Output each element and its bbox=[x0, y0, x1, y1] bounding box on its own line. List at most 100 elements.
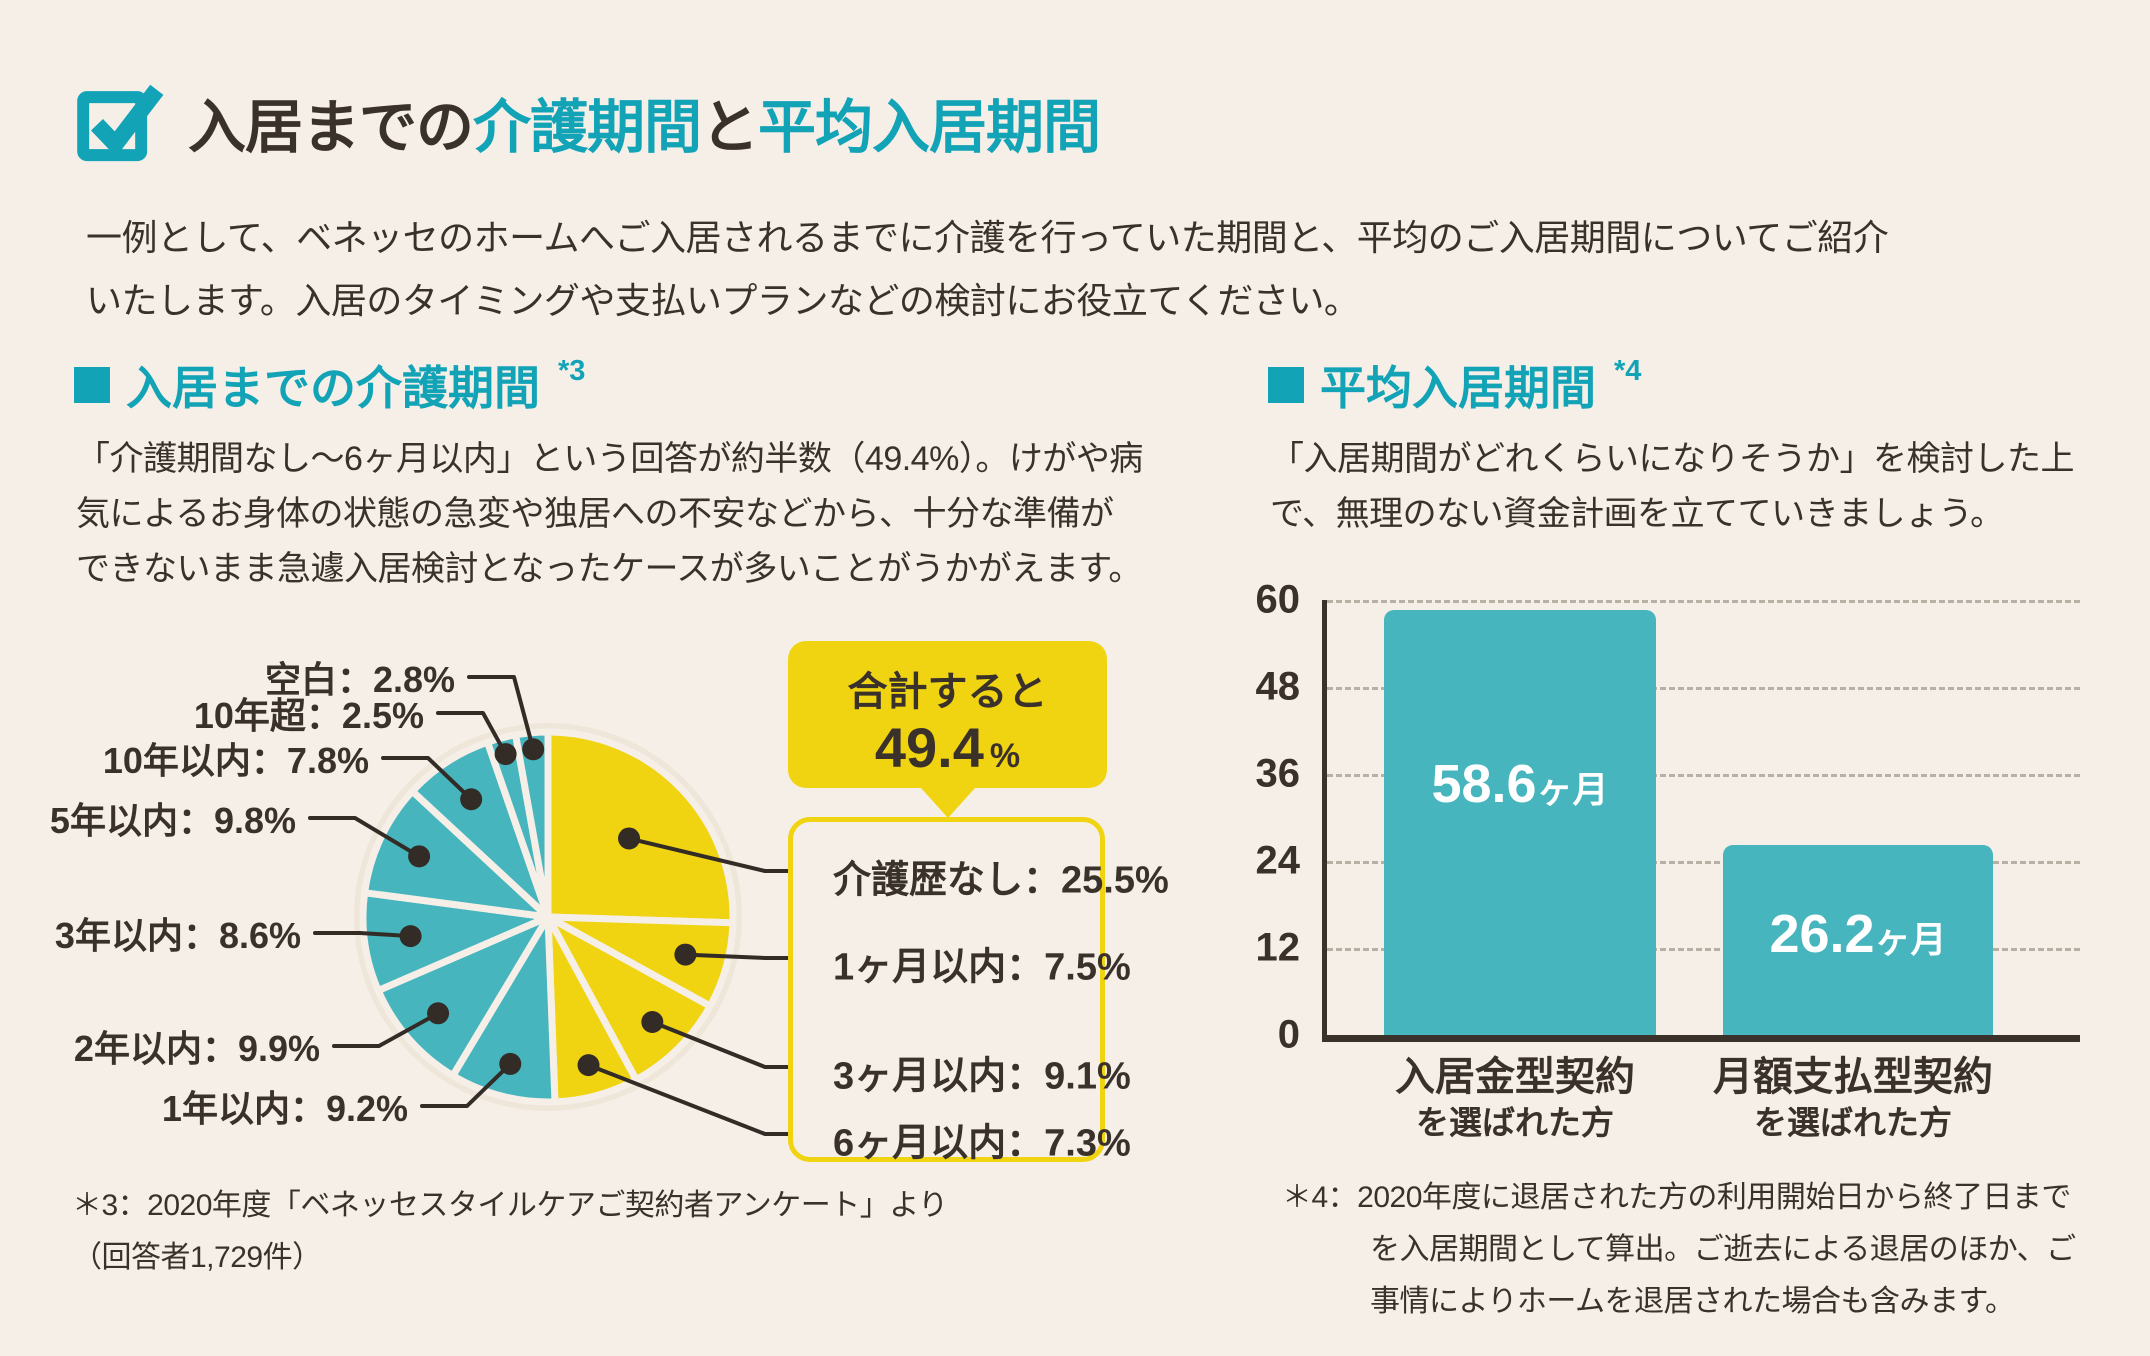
pie-slice-label: 6ヶ月以内：7.3% bbox=[833, 1122, 1131, 1165]
care-section-footnote: ＊3：2020年度「ベネッセスタイルケアご契約者アンケート」より （回答者1,72… bbox=[72, 1180, 948, 1284]
bar-value-label: 58.6ヶ月 bbox=[1384, 753, 1656, 815]
gridline bbox=[1327, 774, 2080, 777]
checkbox-check-icon bbox=[74, 76, 166, 168]
slice-dot bbox=[460, 788, 483, 811]
gridline bbox=[1327, 861, 2080, 864]
bar: 58.6ヶ月 bbox=[1384, 610, 1656, 1035]
y-tick-label: 36 bbox=[1255, 751, 1301, 796]
slice-leader-line bbox=[313, 931, 413, 939]
category-subtext: を選ばれた方 bbox=[1416, 1104, 1614, 1141]
text-line: 「介護期間なし〜6ヶ月以内」という回答が約半数（49.4%）。けがや病 bbox=[76, 440, 1143, 478]
pie-slice-label: 1年以内：9.2% bbox=[161, 1088, 408, 1129]
pie-slice-label: 3ヶ月以内：9.1% bbox=[833, 1055, 1131, 1098]
bar-value-number: 26.2 bbox=[1769, 904, 1875, 965]
total-callout-value: 49.4% bbox=[874, 716, 1021, 779]
slice-dot bbox=[641, 1010, 664, 1033]
stay-section-note: *4 bbox=[1614, 354, 1642, 387]
text-line: 事情によりホームを退居された場合も含みます。 bbox=[1370, 1285, 2015, 1318]
pie-slice bbox=[449, 913, 559, 1106]
total-callout-bubble: 合計すると 49.4% bbox=[788, 641, 1107, 818]
text-line: 一例として、ベネッセのホームへご入居されるまでに介護を行っていた期間と、平均のご… bbox=[86, 217, 1889, 258]
category-name: 月額支払型契約 bbox=[1713, 1055, 1993, 1099]
category-subtext: を選ばれた方 bbox=[1754, 1104, 1952, 1141]
care-section-note: *3 bbox=[558, 354, 586, 387]
text-line: （回答者1,729件） bbox=[72, 1241, 322, 1274]
slice-dot bbox=[399, 925, 422, 948]
bar-value-unit: ヶ月 bbox=[1874, 919, 1947, 961]
stay-section-title: 平均入居期間 bbox=[1320, 362, 1596, 414]
gridline bbox=[1327, 687, 2080, 690]
y-tick-label: 0 bbox=[1277, 1012, 1300, 1057]
y-tick-label: 60 bbox=[1255, 577, 1301, 622]
slice-leader-line bbox=[332, 1011, 441, 1048]
text-line: で、無理のない資金計画を立てていきましょう。 bbox=[1270, 495, 2004, 533]
stay-section-heading: 平均入居期間 *4 bbox=[1268, 352, 1641, 418]
callout-tail-pointer bbox=[920, 788, 975, 818]
pie-slice-label: 2年以内：9.9% bbox=[73, 1028, 320, 1069]
slice-dot bbox=[408, 845, 431, 868]
text-line: 「入居期間がどれくらいになりそうか」を検討した上 bbox=[1270, 440, 2075, 478]
y-tick-label: 48 bbox=[1255, 664, 1301, 709]
text-line: ＊4：2020年度に退居された方の利用開始日から終了日まで bbox=[1282, 1181, 2071, 1214]
pie-slice-label: 5年以内：9.8% bbox=[49, 800, 296, 841]
slice-leader-line bbox=[308, 816, 422, 859]
care-period-pie-chart: 合計すると 49.4% 介護歴なし：25.5% 1ヶ月以内：7.5% 3ヶ月以内：9… bbox=[50, 620, 1169, 1200]
pie-slice-label: 1ヶ月以内：7.5% bbox=[833, 946, 1131, 989]
square-bullet-icon bbox=[74, 367, 110, 403]
pie-slice-label: 3年以内：8.6% bbox=[54, 915, 301, 956]
title-segment: 介護期間 bbox=[473, 95, 702, 160]
pie-slice bbox=[512, 728, 552, 921]
page-title: 入居までの介護期間と平均入居期間 bbox=[188, 80, 1101, 164]
slice-leader-line bbox=[381, 756, 474, 802]
text-line: いたします。入居のタイミングや支払いプランなどの検討にお役立てください。 bbox=[86, 280, 1360, 321]
slice-leader-line bbox=[436, 711, 508, 757]
text-line: できないまま急遽入居検討となったケースが多いことがうかがえます。 bbox=[76, 550, 1142, 588]
bar: 26.2ヶ月 bbox=[1723, 845, 1993, 1035]
pie-chart-canvas bbox=[308, 675, 812, 1136]
bar-value-unit: ヶ月 bbox=[1536, 769, 1609, 811]
slice-dot bbox=[618, 827, 641, 850]
text-line: を入居期間として算出。ご逝去による退居のほか、ご bbox=[1370, 1233, 2076, 1266]
slice-dot bbox=[577, 1054, 600, 1077]
title-segment: 平均入居期間 bbox=[758, 95, 1101, 160]
slice-leader-line bbox=[467, 675, 536, 752]
slice-dot bbox=[522, 738, 545, 761]
y-tick-label: 12 bbox=[1255, 925, 1301, 970]
intro-text: 一例として、ベネッセのホームへご入居されるまでに介護を行っていた期間と、平均のご… bbox=[86, 206, 1889, 332]
total-callout-label: 合計すると bbox=[847, 670, 1048, 714]
bar-value-label: 26.2ヶ月 bbox=[1723, 903, 1993, 965]
gridline bbox=[1327, 948, 2080, 951]
pie-slice bbox=[374, 913, 552, 1080]
pie-slice bbox=[361, 787, 552, 921]
slice-dot bbox=[494, 743, 517, 766]
slice-leader-line bbox=[420, 1061, 513, 1108]
pie-slice-label: 10年超：2.5% bbox=[193, 695, 424, 736]
care-section-heading: 入居までの介護期間 *3 bbox=[74, 352, 585, 418]
gridline bbox=[1327, 600, 2080, 603]
pie-slice-label: 10年以内：7.8% bbox=[102, 740, 369, 781]
title-segment: と bbox=[701, 95, 759, 160]
care-section-title: 入居までの介護期間 bbox=[126, 362, 540, 414]
slice-dot bbox=[427, 1002, 450, 1025]
page-header: 入居までの介護期間と平均入居期間 bbox=[74, 76, 1101, 168]
pie-slice-label: 介護歴なし：25.5% bbox=[833, 859, 1169, 902]
bar-chart-plot-area: 58.6ヶ月 26.2ヶ月 bbox=[1322, 600, 2080, 1042]
x-category-label: 入居金型契約を選ばれた方 bbox=[1395, 1053, 1635, 1145]
pie-slice bbox=[544, 728, 737, 927]
stay-section-description: 「入居期間がどれくらいになりそうか」を検討した上 で、無理のない資金計画を立ててい… bbox=[1270, 432, 2075, 542]
stay-section-footnote: ＊4：2020年度に退居された方の利用開始日から終了日までを入居期間として算出。… bbox=[1282, 1172, 2076, 1328]
slice-dot bbox=[499, 1052, 522, 1075]
text-line: 気によるお身体の状態の急変や独居への不安などから、十分な準備が bbox=[76, 495, 1114, 533]
pie-slice-label: 空白：2.8% bbox=[264, 659, 455, 700]
x-category-label: 月額支払型契約を選ばれた方 bbox=[1713, 1053, 1993, 1145]
pie-slice bbox=[544, 913, 714, 1084]
care-section-description: 「介護期間なし〜6ヶ月以内」という回答が約半数（49.4%）。けがや病 気によるお… bbox=[76, 432, 1143, 597]
title-segment: 入居までの bbox=[188, 95, 474, 160]
square-bullet-icon bbox=[1268, 367, 1304, 403]
slice-dot bbox=[674, 943, 697, 966]
text-line: ＊3：2020年度「ベネッセスタイルケアご契約者アンケート」より bbox=[72, 1189, 948, 1222]
short-period-label-box: 介護歴なし：25.5% 1ヶ月以内：7.5% 3ヶ月以内：9.1% 6ヶ月以内：7.3… bbox=[788, 817, 1169, 1165]
y-tick-label: 24 bbox=[1255, 838, 1301, 883]
category-name: 入居金型契約 bbox=[1395, 1055, 1635, 1099]
